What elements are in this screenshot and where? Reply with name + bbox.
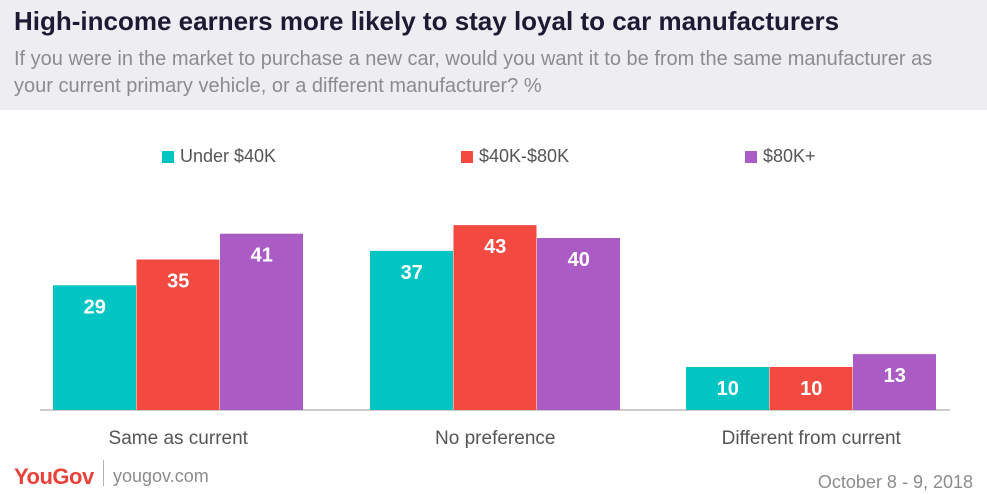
bar-value-label: 13 [884,365,906,387]
legend-label-under-40k: Under $40K [180,146,277,166]
legend-swatch-under-40k [162,150,174,163]
bar-value-label: 40 [568,249,590,271]
legend-item-under-40k: Under $40K [162,146,276,167]
bar-value-label: 37 [401,262,423,284]
bar [853,354,936,410]
bar [53,285,136,410]
bar [686,367,769,410]
legend-swatch-80k-plus [745,150,757,163]
bar-value-label: 43 [484,236,506,258]
bar [370,250,453,410]
bar [537,238,620,410]
legend-swatch-40k-80k [461,150,473,163]
bar [769,367,853,410]
survey-date: October 8 - 9, 2018 [817,472,973,492]
bar [453,225,537,410]
bar-value-label: 35 [167,271,189,293]
category-label: Different from current [722,428,902,449]
bar [136,259,220,410]
legend-label-40k-80k: $40K-$80K [479,146,570,166]
bar-value-label: 10 [717,378,739,400]
bar [220,233,303,410]
footer-divider [103,460,104,486]
category-label: No preference [435,428,555,449]
bar-value-label: 10 [800,378,822,400]
bar-value-label: 41 [251,245,273,267]
legend-item-80k-plus: $80K+ [745,146,816,167]
legend: Under $40K $40K-$80K $80K+ [0,146,987,172]
header-band: High-income earners more likely to stay … [0,0,987,110]
yougov-logo: YouGov [14,464,94,489]
legend-label-80k-plus: $80K+ [763,146,816,166]
category-label: Same as current [109,428,249,449]
footer-site[interactable]: yougov.com [113,466,209,486]
chart-title: High-income earners more likely to stay … [14,6,840,36]
bar-value-label: 29 [84,296,106,318]
legend-item-40k-80k: $40K-$80K [461,146,569,167]
chart-subtitle: If you were in the market to purchase a … [14,48,933,97]
